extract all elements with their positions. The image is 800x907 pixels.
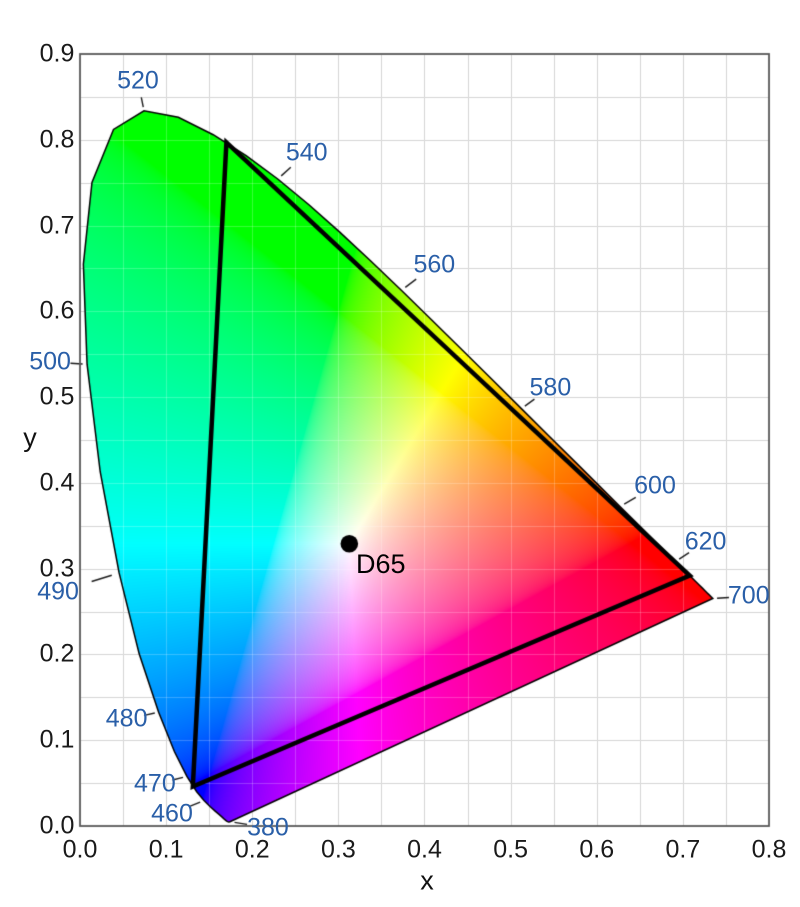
wavelength-label-620: 620: [684, 527, 727, 556]
x-tick-label-0.2: 0.2: [234, 835, 270, 864]
x-tick-label-0.8: 0.8: [751, 835, 787, 864]
wavelength-label-500: 500: [29, 347, 71, 376]
x-tick-label-0.5: 0.5: [493, 835, 529, 864]
x-tick-label-0.4: 0.4: [407, 835, 442, 864]
y-tick-label-0.3: 0.3: [39, 554, 75, 583]
x-axis-title: x: [420, 865, 434, 896]
y-tick-label-0.4: 0.4: [39, 468, 75, 497]
wavelength-label-470: 470: [134, 769, 176, 798]
white-point-label: D65: [356, 549, 406, 579]
x-tick-label-0.0: 0.0: [62, 835, 98, 864]
wavelength-label-520: 520: [117, 66, 159, 95]
x-tick-label-0.7: 0.7: [665, 835, 701, 864]
wavelength-label-380: 380: [247, 813, 289, 842]
wavelength-label-580: 580: [529, 373, 572, 402]
x-tick-label-0.1: 0.1: [148, 835, 184, 864]
wavelength-label-460: 460: [151, 799, 193, 828]
wavelength-label-480: 480: [105, 704, 148, 733]
wavelength-label-560: 560: [413, 250, 456, 279]
x-tick-label-0.6: 0.6: [579, 835, 615, 864]
x-tick-label-0.3: 0.3: [320, 835, 356, 864]
wavelength-label-490: 490: [37, 577, 79, 606]
wavelength-label-540: 540: [285, 138, 328, 167]
y-tick-label-0.5: 0.5: [39, 382, 75, 411]
y-tick-label-0.9: 0.9: [39, 39, 75, 68]
y-tick-label-0.8: 0.8: [39, 125, 75, 154]
y-tick-label-0.6: 0.6: [39, 296, 75, 325]
wavelength-label-600: 600: [634, 471, 676, 500]
wavelength-label-700: 700: [727, 581, 770, 610]
y-tick-label-0.7: 0.7: [39, 211, 75, 240]
y-tick-label-0.1: 0.1: [39, 725, 75, 754]
y-tick-label-0.2: 0.2: [39, 639, 75, 668]
y-axis-title: y: [23, 422, 37, 453]
y-tick-label-0.0: 0.0: [39, 811, 75, 840]
